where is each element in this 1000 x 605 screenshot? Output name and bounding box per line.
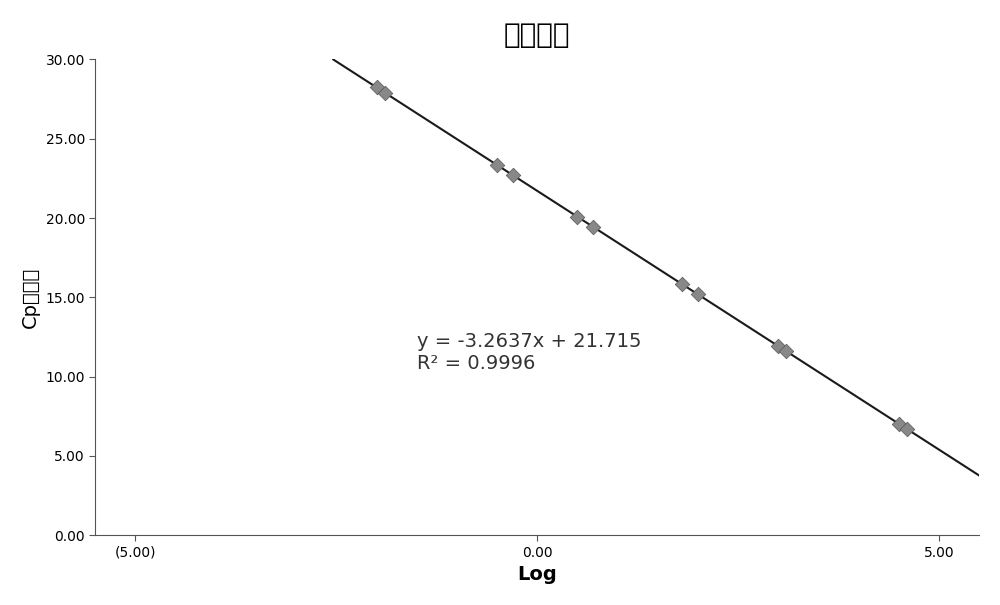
Point [377, 88, 393, 97]
Title: 标准曲线: 标准曲线 [504, 21, 570, 49]
Point [569, 212, 585, 221]
Point [690, 290, 706, 299]
Y-axis label: Cp平均値: Cp平均値 [21, 267, 40, 328]
Point [585, 222, 601, 232]
Point [891, 419, 907, 428]
Point [778, 347, 794, 356]
Point [674, 279, 690, 289]
Point [369, 82, 385, 92]
Text: y = -3.2637x + 21.715
R² = 0.9996: y = -3.2637x + 21.715 R² = 0.9996 [417, 332, 641, 373]
Point [248, 5, 264, 15]
X-axis label: Log: Log [517, 565, 557, 584]
Point [770, 341, 786, 351]
Point [264, 15, 280, 25]
Point [899, 424, 915, 434]
Point [489, 160, 505, 170]
Point [505, 171, 521, 180]
